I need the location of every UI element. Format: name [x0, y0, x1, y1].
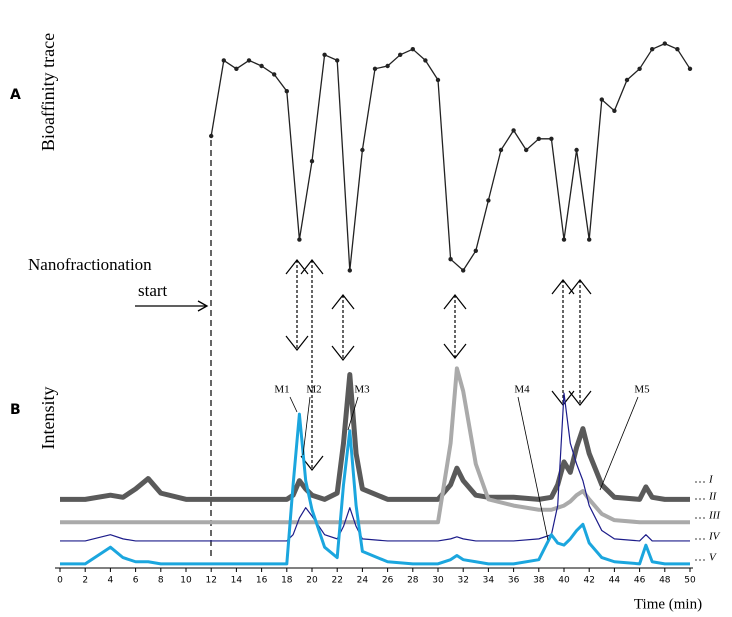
annotation: Nanofractionation	[28, 255, 152, 274]
point	[599, 97, 604, 102]
leader	[347, 396, 359, 431]
point	[209, 133, 214, 139]
peak-label: M5	[634, 384, 650, 396]
leader	[302, 396, 311, 456]
x-tick-label: 4	[108, 576, 114, 586]
point	[221, 58, 226, 63]
point	[675, 47, 680, 52]
trace-label: I	[708, 474, 714, 486]
peak-label: M1	[274, 384, 289, 396]
point	[612, 108, 617, 114]
panel-label: B	[10, 402, 21, 418]
x-tick-label: 40	[558, 576, 570, 586]
point	[448, 257, 453, 262]
trace	[60, 392, 690, 542]
x-tick-label: 46	[634, 576, 646, 586]
link-arrow-head	[331, 294, 355, 361]
x-tick-label: 28	[407, 576, 419, 586]
point	[385, 63, 390, 69]
point	[461, 268, 466, 273]
point	[650, 47, 655, 52]
point	[511, 128, 516, 133]
point	[335, 58, 340, 63]
x-tick-label: 10	[180, 576, 192, 586]
point	[259, 63, 264, 69]
x-tick-label: 8	[158, 576, 164, 586]
trace-label: V	[709, 552, 717, 564]
x-axis-label: Time (min)	[634, 596, 702, 612]
x-tick-label: 24	[357, 576, 369, 586]
point	[347, 268, 352, 273]
point	[549, 136, 554, 141]
trace-label: IV	[708, 531, 721, 543]
trace-label: III	[708, 510, 721, 522]
annotation: start	[138, 281, 168, 300]
trace	[60, 412, 690, 566]
point	[624, 77, 630, 83]
x-tick-label: 18	[281, 576, 293, 586]
point	[662, 41, 667, 46]
x-tick-label: 22	[331, 576, 342, 586]
point	[372, 66, 378, 72]
x-tick-label: 32	[457, 576, 468, 586]
point	[398, 52, 403, 57]
x-tick-label: 50	[684, 576, 696, 586]
leader	[599, 396, 639, 491]
x-tick-label: 42	[583, 576, 594, 586]
point	[297, 237, 302, 242]
peak-label: M4	[514, 384, 530, 396]
x-tick-label: 16	[256, 576, 268, 586]
x-tick-label: 0	[57, 576, 63, 586]
point	[574, 147, 579, 153]
x-tick-label: 14	[231, 576, 243, 586]
x-tick-label: 48	[659, 576, 671, 586]
x-tick-label: 38	[533, 576, 545, 586]
point	[435, 77, 441, 83]
panel-label: A	[10, 87, 21, 103]
point	[536, 136, 541, 141]
point	[498, 147, 504, 153]
point	[234, 66, 239, 72]
point	[473, 248, 478, 253]
point	[687, 66, 693, 72]
point	[322, 52, 327, 57]
point	[272, 72, 277, 77]
link-arrow-head	[443, 294, 467, 359]
x-tick-label: 36	[508, 576, 520, 586]
x-tick-label: 34	[483, 576, 495, 586]
point	[423, 58, 428, 63]
y-axis-label: Bioaffinity trace	[38, 33, 58, 151]
leader	[289, 396, 298, 413]
point	[561, 237, 567, 242]
point	[637, 66, 642, 72]
x-tick-label: 20	[306, 576, 318, 586]
point	[360, 147, 365, 153]
peak-label: M3	[354, 384, 370, 396]
trace	[210, 42, 691, 272]
point	[587, 237, 592, 242]
x-tick-label: 6	[133, 576, 139, 586]
x-tick-label: 2	[82, 576, 88, 586]
trace	[60, 366, 690, 525]
link-arrow-head	[568, 279, 592, 406]
leader	[517, 396, 549, 541]
x-tick-label: 30	[432, 576, 444, 586]
y-axis-label: Intensity	[38, 387, 58, 450]
point	[410, 47, 415, 52]
x-tick-label: 12	[205, 576, 216, 586]
point	[524, 147, 529, 153]
trace-label: II	[708, 491, 718, 503]
arrow-head	[197, 300, 209, 312]
x-tick-label: 44	[609, 576, 621, 586]
point	[486, 198, 491, 203]
point	[309, 159, 315, 164]
point	[246, 58, 252, 63]
x-tick-label: 26	[382, 576, 394, 586]
peak-label: M2	[306, 384, 321, 396]
trace	[60, 372, 690, 502]
point	[284, 89, 289, 94]
